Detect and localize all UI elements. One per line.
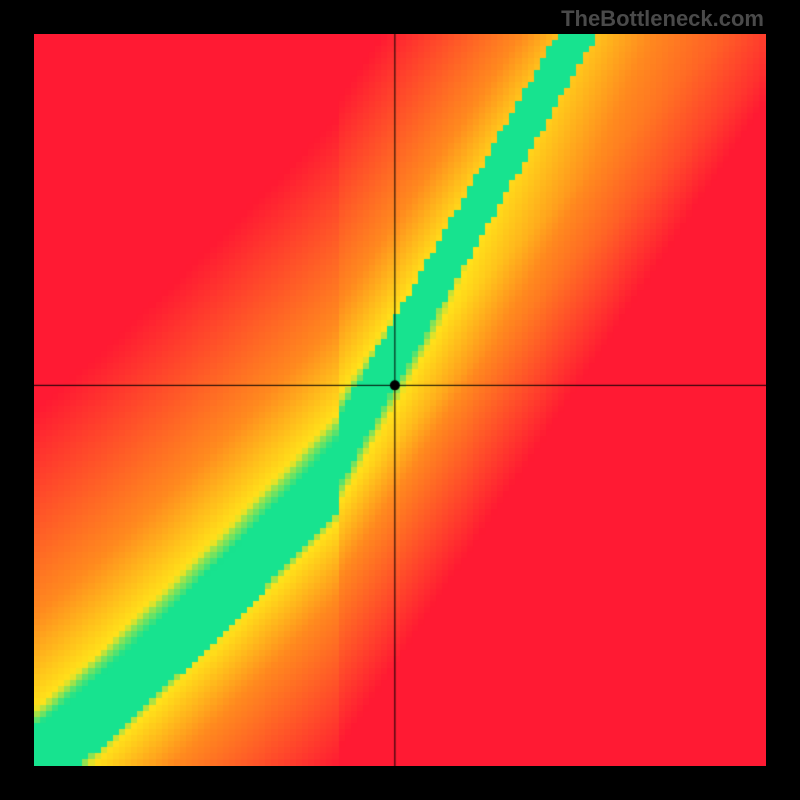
heatmap-canvas: [34, 34, 766, 766]
plot-area: [34, 34, 766, 766]
chart-container: TheBottleneck.com: [0, 0, 800, 800]
watermark-text: TheBottleneck.com: [561, 6, 764, 32]
